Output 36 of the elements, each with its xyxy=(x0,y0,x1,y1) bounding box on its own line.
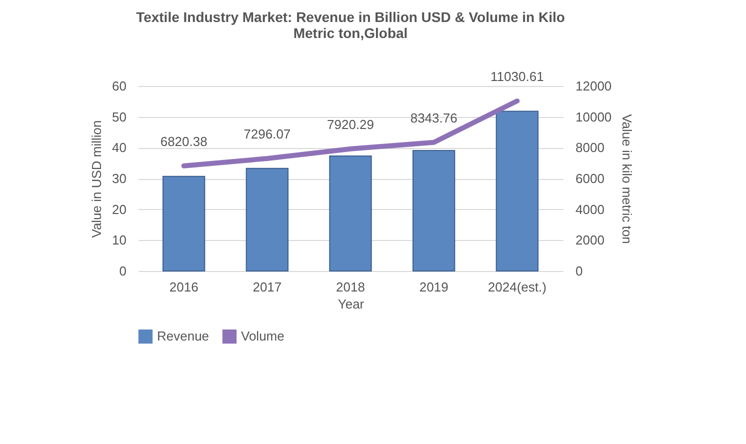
bar xyxy=(246,168,288,272)
y-tick-label: 0 xyxy=(119,264,126,278)
y-axis-title: Value in USD million xyxy=(89,120,104,238)
y-tick-label: 20 xyxy=(112,202,126,217)
y-tick-label: 50 xyxy=(112,109,126,124)
data-label: 6820.38 xyxy=(160,134,208,149)
y2-tick-label: 10000 xyxy=(576,109,612,124)
x-tick-label: 2017 xyxy=(252,280,282,294)
data-label: 7920.29 xyxy=(327,116,374,132)
bar xyxy=(162,176,206,272)
y2-axis-title: Value in kilo metric ton xyxy=(620,114,635,244)
text: Metric ton,Global xyxy=(293,24,408,41)
y-tick-label: 30 xyxy=(112,171,126,186)
bar xyxy=(412,150,456,272)
x-tick-label: 2018 xyxy=(336,280,365,294)
y2-tick-label: 2000 xyxy=(576,232,604,248)
data-label: 11030.61 xyxy=(490,68,544,84)
y2-tick-label: 4000 xyxy=(576,202,604,217)
x-tick-label: 2024(est.) xyxy=(488,280,546,294)
x-tick-label: 2016 xyxy=(169,280,198,294)
y2-tick-label: 8000 xyxy=(576,140,604,156)
x-axis-title: Year xyxy=(338,296,365,312)
y2-tick-label: 0 xyxy=(576,264,583,278)
y-tick-label: 10 xyxy=(112,232,126,248)
bar xyxy=(329,155,372,272)
y-tick-label: 60 xyxy=(112,78,126,94)
legend-label: Volume xyxy=(241,328,284,344)
y-tick-label: 40 xyxy=(112,140,126,156)
x-tick-label: 2019 xyxy=(419,280,448,294)
y2-tick-label: 12000 xyxy=(576,78,612,94)
text: Textile Industry Market: Revenue in Billion USD & Volume in Kilo xyxy=(136,8,565,25)
bar xyxy=(496,110,538,272)
y2-tick-label: 6000 xyxy=(576,171,604,186)
legend-label: Revenue xyxy=(157,328,210,344)
data-label: 8343.76 xyxy=(410,110,458,126)
data-label: 7296.07 xyxy=(244,126,291,142)
